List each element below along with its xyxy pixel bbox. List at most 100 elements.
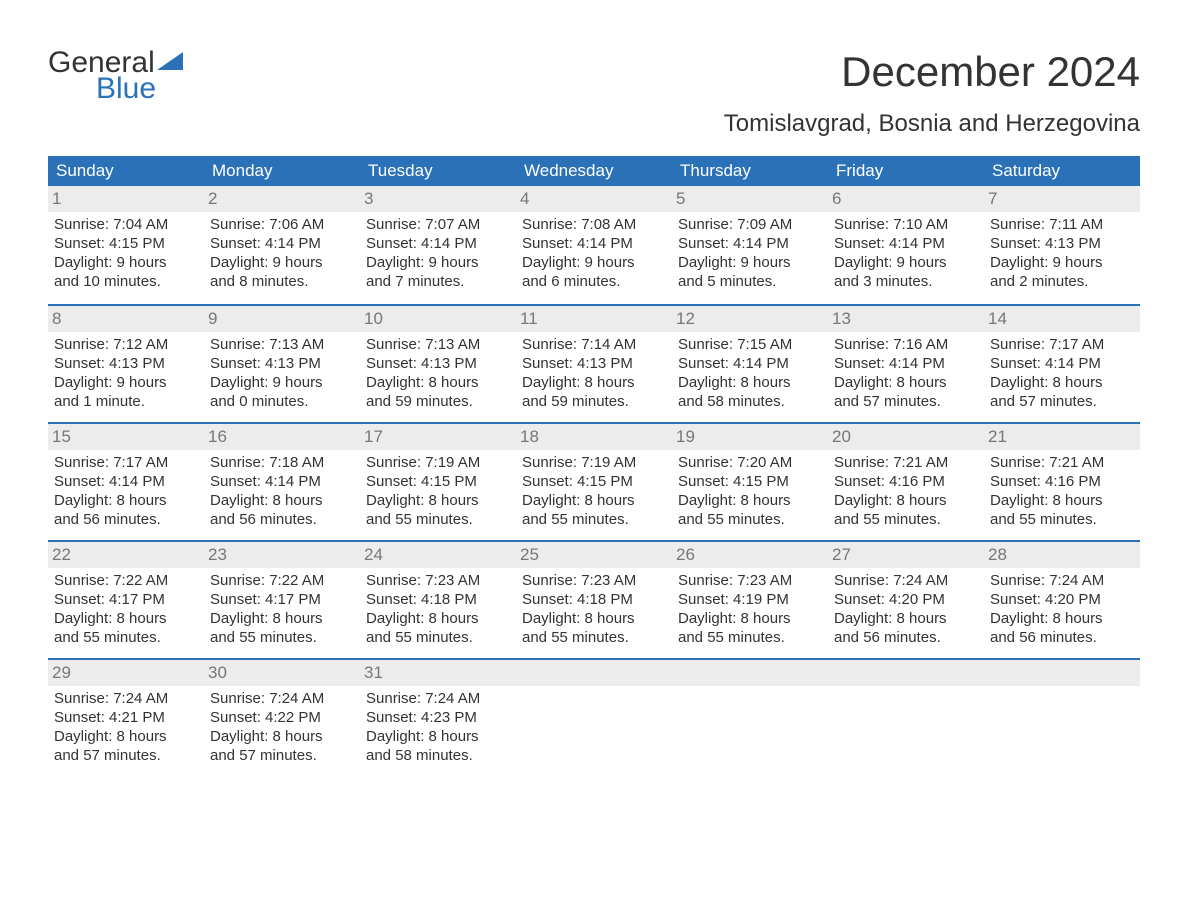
day-sunset: Sunset: 4:14 PM <box>54 472 198 491</box>
day-dl1: Daylight: 9 hours <box>678 253 822 272</box>
day-sunrise: Sunrise: 7:24 AM <box>834 571 978 590</box>
day-dl2: and 8 minutes. <box>210 272 354 291</box>
day-dl1: Daylight: 8 hours <box>522 491 666 510</box>
day-dl1: Daylight: 8 hours <box>522 373 666 392</box>
calendar-day: 28 Sunrise: 7:24 AMSunset: 4:20 PMDayligh… <box>984 542 1140 658</box>
day-info: Sunrise: 7:24 AMSunset: 4:20 PMDaylight:… <box>990 571 1134 648</box>
day-sunrise: Sunrise: 7:12 AM <box>54 335 198 354</box>
day-number: 28 <box>984 542 1140 568</box>
day-sunrise: Sunrise: 7:16 AM <box>834 335 978 354</box>
day-dl2: and 56 minutes. <box>210 510 354 529</box>
day-info: Sunrise: 7:21 AMSunset: 4:16 PMDaylight:… <box>834 453 978 530</box>
day-dl2: and 10 minutes. <box>54 272 198 291</box>
day-number: 9 <box>204 306 360 332</box>
month-title: December 2024 <box>724 48 1140 96</box>
day-info: Sunrise: 7:24 AMSunset: 4:21 PMDaylight:… <box>54 689 198 766</box>
day-info: Sunrise: 7:04 AMSunset: 4:15 PMDaylight:… <box>54 215 198 292</box>
calendar-day: 14Sunrise: 7:17 AMSunset: 4:14 PMDayligh… <box>984 306 1140 422</box>
day-sunrise: Sunrise: 7:24 AM <box>366 689 510 708</box>
day-dl2: and 5 minutes. <box>678 272 822 291</box>
day-sunrise: Sunrise: 7:24 AM <box>990 571 1134 590</box>
weekday-header: Saturday <box>984 156 1140 186</box>
day-dl1: Daylight: 8 hours <box>834 609 978 628</box>
calendar-day: 5Sunrise: 7:09 AMSunset: 4:14 PMDaylight… <box>672 186 828 304</box>
day-sunrise: Sunrise: 7:23 AM <box>678 571 822 590</box>
day-dl1: Daylight: 8 hours <box>210 491 354 510</box>
calendar-day: 23Sunrise: 7:22 AMSunset: 4:17 PMDayligh… <box>204 542 360 658</box>
title-block: December 2024 Tomislavgrad, Bosnia and H… <box>724 48 1140 138</box>
weekday-header: Friday <box>828 156 984 186</box>
day-info: Sunrise: 7:22 AMSunset: 4:17 PMDaylight:… <box>54 571 198 648</box>
day-sunrise: Sunrise: 7:11 AM <box>990 215 1134 234</box>
day-dl1: Daylight: 9 hours <box>210 373 354 392</box>
day-dl1: Daylight: 9 hours <box>54 373 198 392</box>
day-sunset: Sunset: 4:16 PM <box>990 472 1134 491</box>
day-sunset: Sunset: 4:14 PM <box>834 354 978 373</box>
day-dl1: Daylight: 8 hours <box>366 609 510 628</box>
day-number: 14 <box>984 306 1140 332</box>
day-number: 29 <box>48 660 204 686</box>
day-dl1: Daylight: 8 hours <box>990 491 1134 510</box>
day-info: Sunrise: 7:07 AMSunset: 4:14 PMDaylight:… <box>366 215 510 292</box>
day-sunset: Sunset: 4:14 PM <box>366 234 510 253</box>
day-sunrise: Sunrise: 7:18 AM <box>210 453 354 472</box>
day-dl1: Daylight: 8 hours <box>366 373 510 392</box>
day-info: Sunrise: 7:24 AMSunset: 4:22 PMDaylight:… <box>210 689 354 766</box>
day-dl1: Daylight: 8 hours <box>522 609 666 628</box>
day-dl1: Daylight: 8 hours <box>678 373 822 392</box>
day-sunrise: Sunrise: 7:20 AM <box>678 453 822 472</box>
day-info: Sunrise: 7:17 AMSunset: 4:14 PMDaylight:… <box>54 453 198 530</box>
day-number: 31 <box>360 660 516 686</box>
day-sunrise: Sunrise: 7:21 AM <box>834 453 978 472</box>
calendar-day: 10Sunrise: 7:13 AMSunset: 4:13 PMDayligh… <box>360 306 516 422</box>
day-sunset: Sunset: 4:16 PM <box>834 472 978 491</box>
day-number <box>984 660 1140 686</box>
day-dl2: and 55 minutes. <box>834 510 978 529</box>
day-dl2: and 56 minutes. <box>54 510 198 529</box>
calendar: SundayMondayTuesdayWednesdayThursdayFrid… <box>48 156 1140 776</box>
day-dl2: and 55 minutes. <box>678 510 822 529</box>
day-number: 7 <box>984 186 1140 212</box>
day-dl1: Daylight: 9 hours <box>366 253 510 272</box>
week-row: 22Sunrise: 7:22 AMSunset: 4:17 PMDayligh… <box>48 540 1140 658</box>
calendar-day: 2Sunrise: 7:06 AMSunset: 4:14 PMDaylight… <box>204 186 360 304</box>
day-sunrise: Sunrise: 7:15 AM <box>678 335 822 354</box>
weekday-header: Tuesday <box>360 156 516 186</box>
day-info: Sunrise: 7:15 AMSunset: 4:14 PMDaylight:… <box>678 335 822 412</box>
day-number: 3 <box>360 186 516 212</box>
day-number <box>828 660 984 686</box>
day-sunset: Sunset: 4:14 PM <box>522 234 666 253</box>
day-dl1: Daylight: 9 hours <box>54 253 198 272</box>
day-dl1: Daylight: 8 hours <box>54 491 198 510</box>
calendar-day: 19Sunrise: 7:20 AMSunset: 4:15 PMDayligh… <box>672 424 828 540</box>
week-row: 1 Sunrise: 7:04 AMSunset: 4:15 PMDaylight… <box>48 186 1140 304</box>
calendar-day: 27Sunrise: 7:24 AMSunset: 4:20 PMDayligh… <box>828 542 984 658</box>
day-sunrise: Sunrise: 7:24 AM <box>54 689 198 708</box>
day-sunset: Sunset: 4:15 PM <box>522 472 666 491</box>
day-sunset: Sunset: 4:13 PM <box>54 354 198 373</box>
weeks-container: 1 Sunrise: 7:04 AMSunset: 4:15 PMDaylight… <box>48 186 1140 776</box>
calendar-day: 15Sunrise: 7:17 AMSunset: 4:14 PMDayligh… <box>48 424 204 540</box>
day-number: 8 <box>48 306 204 332</box>
day-info: Sunrise: 7:23 AMSunset: 4:18 PMDaylight:… <box>366 571 510 648</box>
day-sunrise: Sunrise: 7:06 AM <box>210 215 354 234</box>
day-dl1: Daylight: 8 hours <box>678 609 822 628</box>
day-sunset: Sunset: 4:14 PM <box>210 472 354 491</box>
day-sunrise: Sunrise: 7:19 AM <box>366 453 510 472</box>
day-info: Sunrise: 7:23 AMSunset: 4:19 PMDaylight:… <box>678 571 822 648</box>
calendar-day: 24Sunrise: 7:23 AMSunset: 4:18 PMDayligh… <box>360 542 516 658</box>
day-number: 20 <box>828 424 984 450</box>
calendar-day: 21Sunrise: 7:21 AMSunset: 4:16 PMDayligh… <box>984 424 1140 540</box>
day-dl1: Daylight: 9 hours <box>210 253 354 272</box>
day-number: 1 <box>48 186 204 212</box>
calendar-day <box>828 660 984 776</box>
day-number: 4 <box>516 186 672 212</box>
calendar-day: 31Sunrise: 7:24 AMSunset: 4:23 PMDayligh… <box>360 660 516 776</box>
day-sunset: Sunset: 4:17 PM <box>54 590 198 609</box>
day-info: Sunrise: 7:10 AMSunset: 4:14 PMDaylight:… <box>834 215 978 292</box>
location: Tomislavgrad, Bosnia and Herzegovina <box>724 110 1140 138</box>
day-info: Sunrise: 7:11 AMSunset: 4:13 PMDaylight:… <box>990 215 1134 292</box>
day-number: 30 <box>204 660 360 686</box>
day-dl1: Daylight: 8 hours <box>210 727 354 746</box>
week-row: 15Sunrise: 7:17 AMSunset: 4:14 PMDayligh… <box>48 422 1140 540</box>
